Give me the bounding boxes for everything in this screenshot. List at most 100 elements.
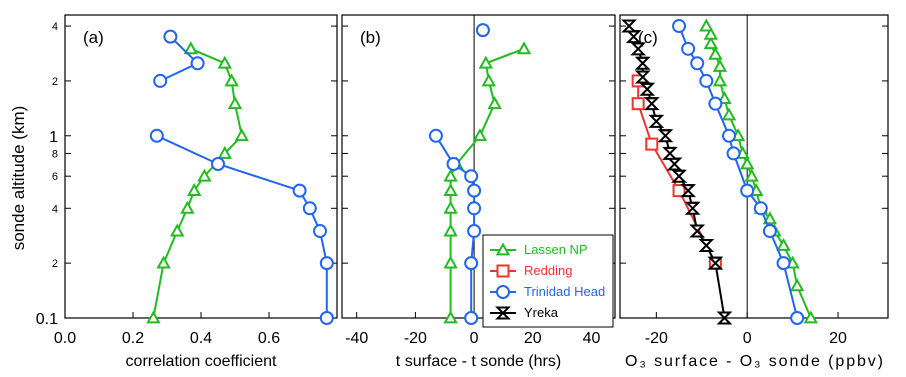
data-point [163,29,178,44]
data-point [464,311,479,325]
legend-item-yreka: Yreka [490,305,559,320]
series-trinidad-head [672,19,805,325]
data-point [478,55,494,69]
data-point [739,156,755,170]
data-point [740,183,755,198]
data-point [149,128,164,143]
panel-2: -40 -20 0 20 40 (b) t surface - t sonde (hrs) [341,14,616,370]
series-lassen-np [699,18,818,324]
data-point [708,96,723,111]
data-point [776,256,791,271]
panels: 0.0 0.2 0.4 0.6 (a) correlation coefficient -4… [36,14,889,370]
data-point [313,224,327,239]
series-line [152,47,243,319]
series-line [159,35,200,82]
series-trinidad-head [149,128,334,325]
data-point [156,255,171,269]
data-point [516,41,532,55]
legend-item-lassen-np: Lassen NP [490,242,588,257]
data-point [703,26,719,40]
data-point [657,129,674,143]
series-lassen-np [443,41,532,324]
x-tick-label: 0.4 [190,330,212,347]
data-point [481,73,496,87]
data-point [726,146,741,161]
data-point [467,224,482,239]
x-tick-label: -40 [345,330,368,347]
data-point [217,55,232,69]
legend-marker [496,285,510,299]
x-tick-label: 0 [743,330,752,347]
data-point [689,224,706,238]
plot-frame [341,14,616,319]
y-tick-label: 4 [52,203,58,215]
data-point [443,168,458,182]
data-point [319,311,334,325]
y-tick-label: 2 [52,76,58,88]
x-axis-label: correlation coefficient [126,353,277,370]
y-tick-label: 6 [52,171,58,183]
data-point [803,310,818,324]
x-tick-label: 20 [524,330,542,347]
y-tick-label: 4 [52,21,58,33]
data-point [699,73,714,88]
data-point [681,41,696,56]
plot-frame [619,14,889,319]
legend-label: Lassen NP [524,242,588,257]
data-point [234,128,249,142]
data-point [217,145,232,159]
x-tick-label: 40 [583,330,601,347]
legend-item-redding: Redding [490,263,572,278]
data-point [475,23,490,38]
data-point [428,128,443,143]
panel-label: (c) [638,28,658,47]
data-point [443,255,458,269]
x-axis-label: O₃ surface - O₃ sonde (ppbv) [625,353,883,370]
data-point [762,224,777,239]
data-point [227,96,243,110]
data-point [762,211,778,225]
data-point [753,201,768,216]
data-point [671,169,687,183]
data-point [648,114,665,128]
data-point [790,311,805,325]
data-point [630,42,647,56]
data-point [302,201,317,216]
data-point [464,169,479,184]
data-point [662,146,678,160]
data-point [443,183,458,197]
panel-label: (a) [83,28,104,47]
y-tick-label: 1 [49,129,58,146]
data-point [187,183,202,197]
series-trinidad-head [428,128,482,325]
data-point [690,56,705,71]
data-point [443,200,458,214]
data-point [666,157,683,171]
y-tick-label: 8 [52,148,58,160]
y-tick-label: 0.1 [36,311,58,328]
data-point [464,256,479,271]
data-point [146,310,161,324]
data-point [211,157,225,171]
data-point [443,223,458,237]
data-point [703,36,719,50]
data-point [672,19,687,34]
data-point [639,82,656,96]
legend-marker [496,264,510,278]
data-point [789,278,805,292]
data-point [712,73,728,87]
legend-label: Yreka [524,305,559,320]
data-point [643,97,660,111]
data-point [708,46,723,60]
x-tick-label: 20 [829,330,847,347]
data-point [776,237,791,251]
series-line [156,134,328,318]
data-point [197,168,212,182]
data-point [446,157,461,171]
panel-3: -20 0 20 (c) O₃ surface - O₃ sonde (ppbv) [619,14,889,370]
legend: Lassen NP Redding Trinidad Head Yreka [482,234,614,328]
x-tick-label: -20 [404,330,427,347]
data-point [717,91,732,104]
